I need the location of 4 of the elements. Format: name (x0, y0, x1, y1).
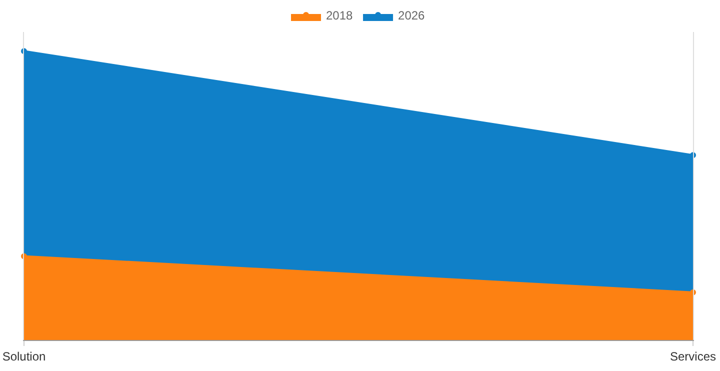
x-tick-label: Solution (2, 349, 46, 364)
legend-label: 2026 (398, 8, 426, 23)
x-tick-label: Services (670, 349, 716, 364)
legend-label: 2018 (326, 8, 354, 23)
